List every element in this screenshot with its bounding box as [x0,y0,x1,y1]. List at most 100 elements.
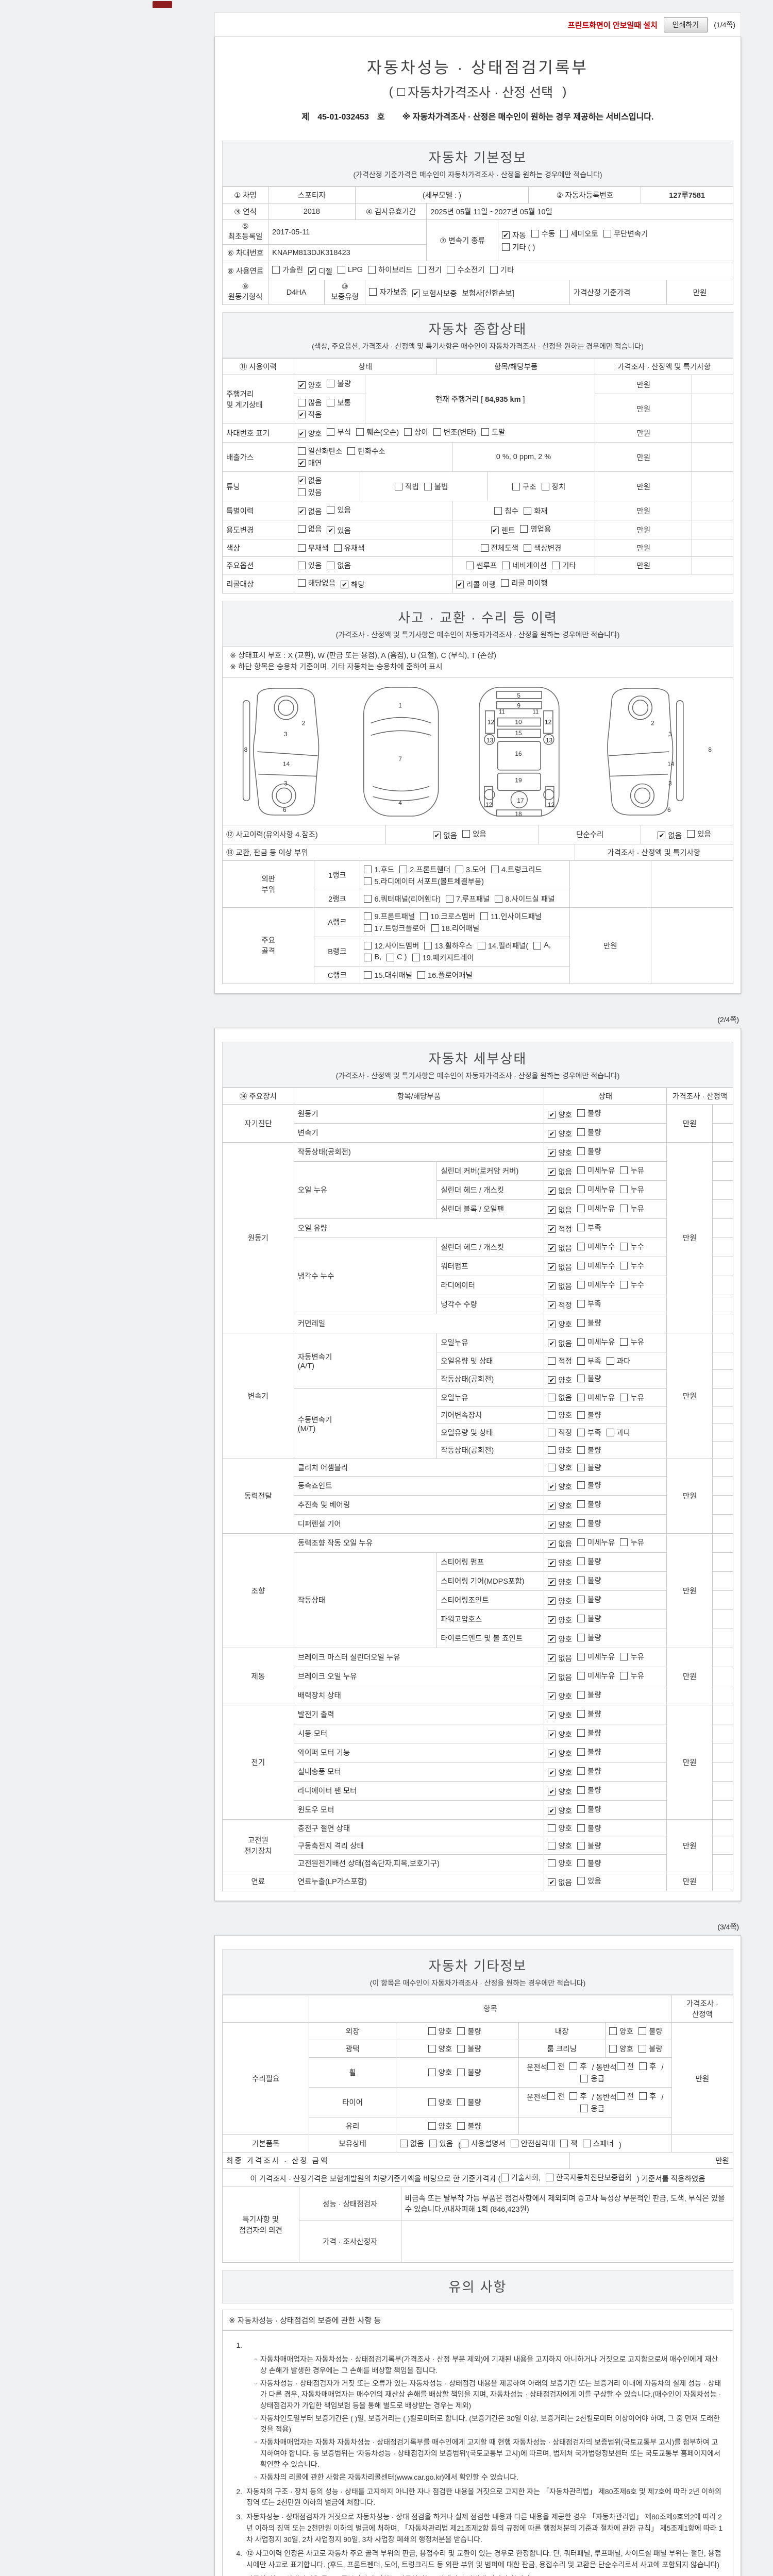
checkbox-불량[interactable]: 불량 [577,1747,601,1757]
checkbox-미세누유[interactable]: 미세누유 [577,1203,615,1214]
checkbox-있음[interactable]: 있음 [297,487,322,498]
checkbox-부족[interactable]: 부족 [577,1355,601,1366]
checkbox-상이[interactable]: 상이 [404,427,428,437]
checkbox-양호[interactable]: 양호 [428,2121,452,2131]
checkbox-미세누유[interactable]: 미세누유 [577,1184,615,1195]
checkbox-불량[interactable]: 불량 [577,1518,601,1529]
checkbox-보통[interactable]: 보통 [327,397,351,408]
checkbox-13.휠하우스[interactable]: 13.휠하우스 [424,940,473,951]
checkbox-누유[interactable]: 누유 [620,1203,644,1214]
checkbox-불량[interactable]: 불량 [577,1499,601,1510]
checkbox-10.크로스멤버[interactable]: 10.크로스멤버 [420,911,475,922]
checkbox-없음[interactable]: ✔ 없음 [548,1243,572,1253]
checkbox-잭[interactable]: 잭 [560,2138,578,2149]
checkbox-양호[interactable]: 양호 [548,1823,572,1834]
checkbox-미세누유[interactable]: 미세누유 [577,1336,615,1347]
checkbox-해당없음[interactable]: 해당없음 [297,578,335,588]
checkbox-자동차가격조사-·-산정-선택[interactable]: 자동차가격조사 · 산정 선택 [397,82,553,101]
checkbox-없음[interactable]: ✔ 없음 [548,1166,572,1177]
checkbox-15.대쉬패널[interactable]: 15.대쉬패널 [364,970,412,980]
checkbox-불량[interactable]: 불량 [577,1445,601,1455]
checkbox-적법[interactable]: 적법 [395,481,419,492]
checkbox-양호[interactable]: 양호 [428,2067,452,2078]
checkbox-미세누유[interactable]: 미세누유 [577,1651,615,1662]
checkbox-없음[interactable]: ✔ 없음 [548,1281,572,1292]
checkbox-A,[interactable]: A, [533,941,551,950]
checkbox-11.인사이드패널[interactable]: 11.인사이드패널 [480,911,542,922]
checkbox-불량[interactable]: 불량 [577,1785,601,1795]
checkbox-구조[interactable]: 구조 [512,481,536,492]
checkbox-없음[interactable]: ✔ 없음 [548,1672,572,1683]
checkbox-누수[interactable]: 누수 [620,1279,644,1290]
checkbox-없음[interactable]: 없음 [297,523,322,534]
checkbox-없음[interactable]: ✔ 없음 [658,830,682,841]
checkbox-불량[interactable]: 불량 [577,1594,601,1605]
checkbox-기타[interactable]: 기타 [551,560,576,571]
checkbox-없음[interactable]: ✔ 없음 [548,1338,572,1349]
checkbox-부족[interactable]: 부족 [577,1298,601,1309]
checkbox-미세누유[interactable]: 미세누유 [577,1165,615,1176]
checkbox-적정[interactable]: 적정 [548,1355,572,1366]
checkbox-불량[interactable]: 불량 [457,2097,481,2108]
checkbox-불량[interactable]: 불량 [577,1127,601,1138]
checkbox-양호[interactable]: ✔ 양호 [548,1319,572,1330]
checkbox-양호[interactable]: ✔ 양호 [548,1805,572,1816]
checkbox-양호[interactable]: ✔ 양호 [548,1128,572,1139]
checkbox-적음[interactable]: ✔ 적음 [297,409,322,420]
checkbox-세미오토[interactable]: 세미오토 [560,228,598,239]
checkbox-불량[interactable]: 불량 [327,378,351,389]
checkbox-없음[interactable]: ✔ 없음 [548,1205,572,1215]
checkbox-불량[interactable]: 불량 [577,1146,601,1157]
checkbox-양호[interactable]: ✔ 양호 [548,1375,572,1385]
checkbox-적정[interactable]: ✔ 적정 [548,1224,572,1234]
checkbox-전체도색[interactable]: 전체도색 [480,543,518,553]
checkbox-후[interactable]: 후 [569,2061,587,2072]
checkbox-있음[interactable]: 있음 [462,828,486,839]
checkbox-전[interactable]: 전 [547,2091,564,2102]
checkbox-양호[interactable]: 양호 [609,2043,633,2054]
checkbox-응급[interactable]: 응급 [580,2073,604,2084]
checkbox-미세누유[interactable]: 미세누유 [577,1537,615,1548]
checkbox-불량[interactable]: 불량 [577,1462,601,1473]
checkbox-불량[interactable]: 불량 [577,1108,601,1118]
checkbox-양호[interactable]: ✔ 양호 [548,1767,572,1778]
checkbox-탄화수소[interactable]: 탄화수소 [347,446,385,456]
checkbox-양호[interactable]: ✔ 양호 [548,1615,572,1625]
checkbox-매연[interactable]: ✔ 매연 [297,457,322,468]
checkbox-한국자동차진단보증협회[interactable]: 한국자동차진단보증협회 [545,2172,632,2183]
checkbox-불량[interactable]: 불량 [577,1613,601,1624]
checkbox-불량[interactable]: 불량 [457,2026,481,2037]
checkbox-양호[interactable]: 양호 [548,1462,572,1473]
checkbox-불량[interactable]: 불량 [577,1708,601,1719]
checkbox-리콜-미이행[interactable]: 리콜 미이행 [501,578,548,588]
checkbox-불량[interactable]: 불량 [577,1373,601,1384]
checkbox-침수[interactable]: 침수 [494,505,518,516]
checkbox-5.라디에이터-서포트(볼트체결부품)[interactable]: 5.라디에이터 서포트(볼트체결부품) [364,876,484,887]
checkbox-불량[interactable]: 불량 [577,1480,601,1490]
checkbox-불량[interactable]: 불량 [577,1632,601,1643]
checkbox-불법[interactable]: 불법 [424,481,448,492]
checkbox-없음[interactable]: ✔ 없음 [548,1653,572,1664]
checkbox-양호[interactable]: 양호 [548,1445,572,1455]
checkbox-전[interactable]: 전 [616,2091,634,2102]
checkbox-불량[interactable]: 불량 [577,1804,601,1815]
checkbox-해당[interactable]: ✔ 해당 [341,579,365,590]
checkbox-양호[interactable]: 양호 [428,2026,452,2037]
checkbox-8.사이드실-패널[interactable]: 8.사이드실 패널 [495,893,555,904]
checkbox-2.프론트휀더[interactable]: 2.프론트휀더 [399,864,450,875]
checkbox-양호[interactable]: 양호 [428,2097,452,2108]
checkbox-불량[interactable]: 불량 [577,1840,601,1851]
checkbox-기술사회,[interactable]: 기술사회, [500,2172,541,2183]
checkbox-자동[interactable]: ✔ 자동 [501,230,526,241]
checkbox-유채색[interactable]: 유채색 [333,543,365,553]
checkbox-기타[interactable]: 기타 [490,264,514,275]
checkbox-수동[interactable]: 수동 [531,228,555,239]
checkbox-있음[interactable]: 있음 [577,1875,601,1886]
checkbox-리콜-이행[interactable]: ✔ 리콜 이행 [456,579,496,590]
checkbox-과다[interactable]: 과다 [606,1355,630,1366]
checkbox-없음[interactable]: 없음 [399,2138,424,2149]
checkbox-양호[interactable]: 양호 [548,1410,572,1420]
checkbox-후[interactable]: 후 [569,2091,587,2102]
checkbox-부식[interactable]: 부식 [327,427,351,437]
checkbox-1.후드[interactable]: 1.후드 [364,864,394,875]
